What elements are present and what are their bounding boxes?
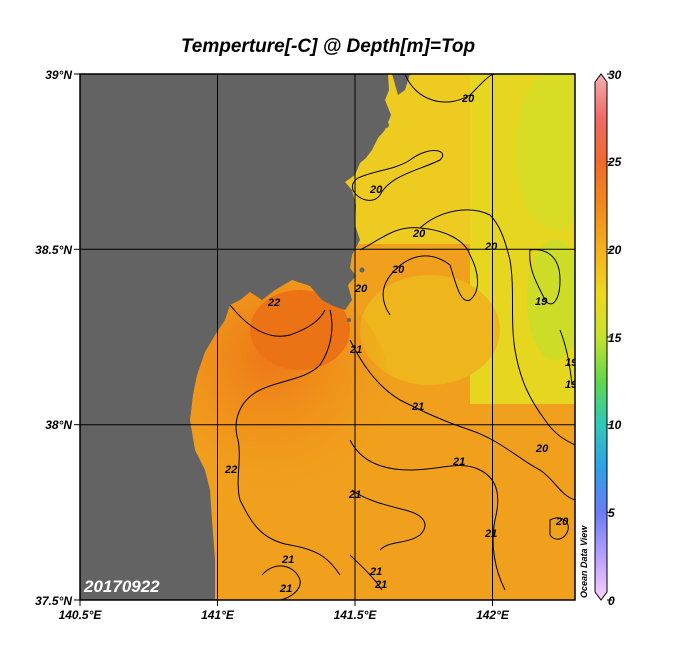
contour-label: 21 — [348, 489, 361, 501]
contour-label: 21 — [369, 566, 382, 578]
contour-label: 20 — [369, 184, 383, 196]
contour-labels: 20 20 20 20 20 19 19 19 20 20 22 20 21 2… — [224, 93, 578, 595]
lat-tick-label: 39°N — [45, 68, 72, 82]
contour-label: 19 — [565, 357, 578, 369]
lat-tick-label: 38.5°N — [35, 243, 72, 257]
contour-lines — [229, 74, 575, 600]
colorbar-tick-label: 15 — [608, 331, 622, 345]
contour-label: 20 — [391, 264, 405, 276]
contour-label: 21 — [452, 456, 465, 468]
contour-label: 20 — [535, 443, 549, 455]
contour-label: 20 — [484, 241, 498, 253]
contour-label: 21 — [349, 344, 362, 356]
lon-tick-label: 142°E — [476, 608, 510, 622]
contour-label: 21 — [281, 554, 294, 566]
contour-label: 21 — [279, 583, 292, 595]
contour-label: 22 — [267, 297, 280, 309]
colorbar-tick-label: 30 — [608, 68, 622, 82]
colorbar-tick-label: 10 — [608, 418, 622, 432]
lat-tick-label: 37.5°N — [35, 594, 72, 608]
contour-label: 20 — [412, 228, 426, 240]
lat-axis: 39°N 38.5°N 38°N 37.5°N — [35, 68, 80, 608]
contour-label: 21 — [411, 401, 424, 413]
colorbar-body — [594, 73, 608, 601]
contour-label: 19 — [565, 379, 578, 391]
contour-label: 21 — [484, 528, 497, 540]
colorbar-tick-label: 20 — [607, 243, 622, 257]
contour-label: 20 — [555, 516, 569, 528]
contour-label: 20 — [461, 93, 475, 105]
colorbar-tick-label: 0 — [608, 594, 615, 608]
map-title: Temperture[-C] @ Depth[m]=Top — [180, 36, 476, 57]
contour-label: 21 — [374, 579, 387, 591]
lon-tick-label: 141.5°E — [334, 608, 378, 622]
contour-label: 19 — [535, 296, 548, 308]
colorbar-tick-label: 25 — [607, 155, 622, 169]
date-label: 20170922 — [83, 577, 160, 596]
lon-tick-label: 140.5°E — [59, 608, 103, 622]
lon-axis: 140.5°E 141°E 141.5°E 142°E — [59, 600, 510, 622]
colorbar-tick-label: 5 — [608, 506, 615, 520]
plot-frame — [79, 73, 576, 601]
land-mass — [80, 74, 391, 600]
contour-label: 20 — [354, 283, 368, 295]
lat-tick-label: 38°N — [45, 418, 72, 432]
contour-label: 22 — [224, 464, 237, 476]
colorbar: 30 25 20 15 10 5 0 — [594, 68, 622, 608]
credit-label: Ocean Data View — [579, 525, 589, 598]
lon-tick-label: 141°E — [201, 608, 235, 622]
graticule — [80, 74, 575, 600]
